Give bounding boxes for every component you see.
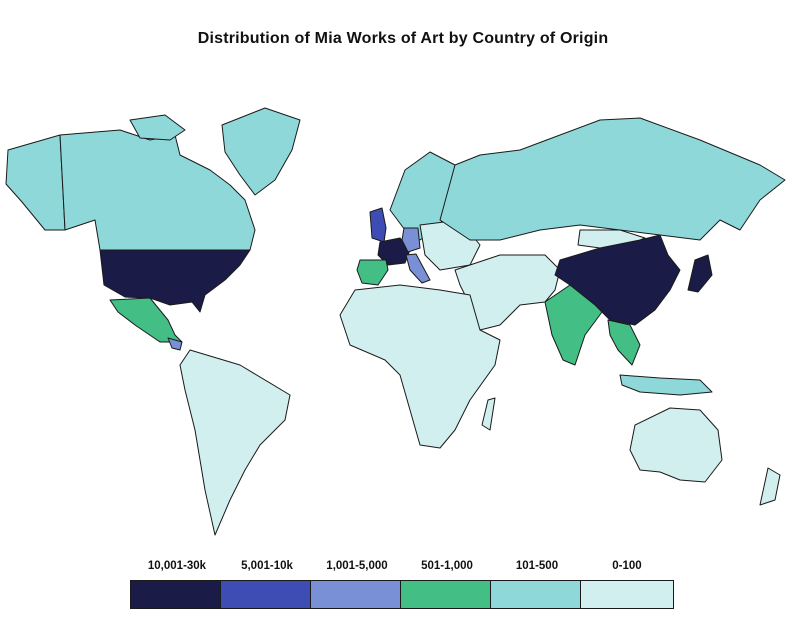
legend-swatch	[580, 580, 674, 609]
legend-label: 101-500	[515, 560, 559, 572]
legend-label: 5,001-10k	[241, 560, 293, 572]
region-australia	[629, 407, 723, 483]
region-central-america	[167, 337, 183, 351]
region-southeast-asia	[607, 319, 641, 366]
legend-label: 501-1,000	[421, 560, 473, 572]
region-canada-arctic-islands	[129, 114, 186, 141]
region-united-states	[99, 249, 251, 313]
region-italy	[405, 253, 431, 284]
map-title: Distribution of Mia Works of Art by Coun…	[197, 30, 609, 47]
region-new-zealand	[759, 467, 781, 506]
legend-label: 1,001-5,000	[326, 560, 388, 572]
legend-swatch	[400, 580, 494, 609]
legend-swatch	[130, 580, 224, 609]
region-greenland	[221, 107, 301, 196]
legend-label: 0-100	[612, 560, 642, 572]
legend-swatch	[220, 580, 314, 609]
legend-swatch	[490, 580, 584, 609]
region-madagascar	[481, 397, 496, 431]
region-germany	[401, 227, 421, 253]
region-japan	[687, 254, 713, 293]
region-indonesia	[619, 374, 713, 396]
world-map	[5, 107, 786, 536]
region-france	[377, 237, 411, 266]
region-south-america	[179, 349, 291, 536]
region-russia	[439, 117, 786, 241]
region-spain	[356, 259, 389, 286]
legend-swatch	[310, 580, 404, 609]
region-united-kingdom	[369, 207, 387, 243]
region-alaska	[5, 134, 66, 231]
legend-label: 10,001-30k	[147, 560, 207, 572]
region-mongolia	[577, 229, 646, 249]
region-africa	[339, 284, 501, 449]
